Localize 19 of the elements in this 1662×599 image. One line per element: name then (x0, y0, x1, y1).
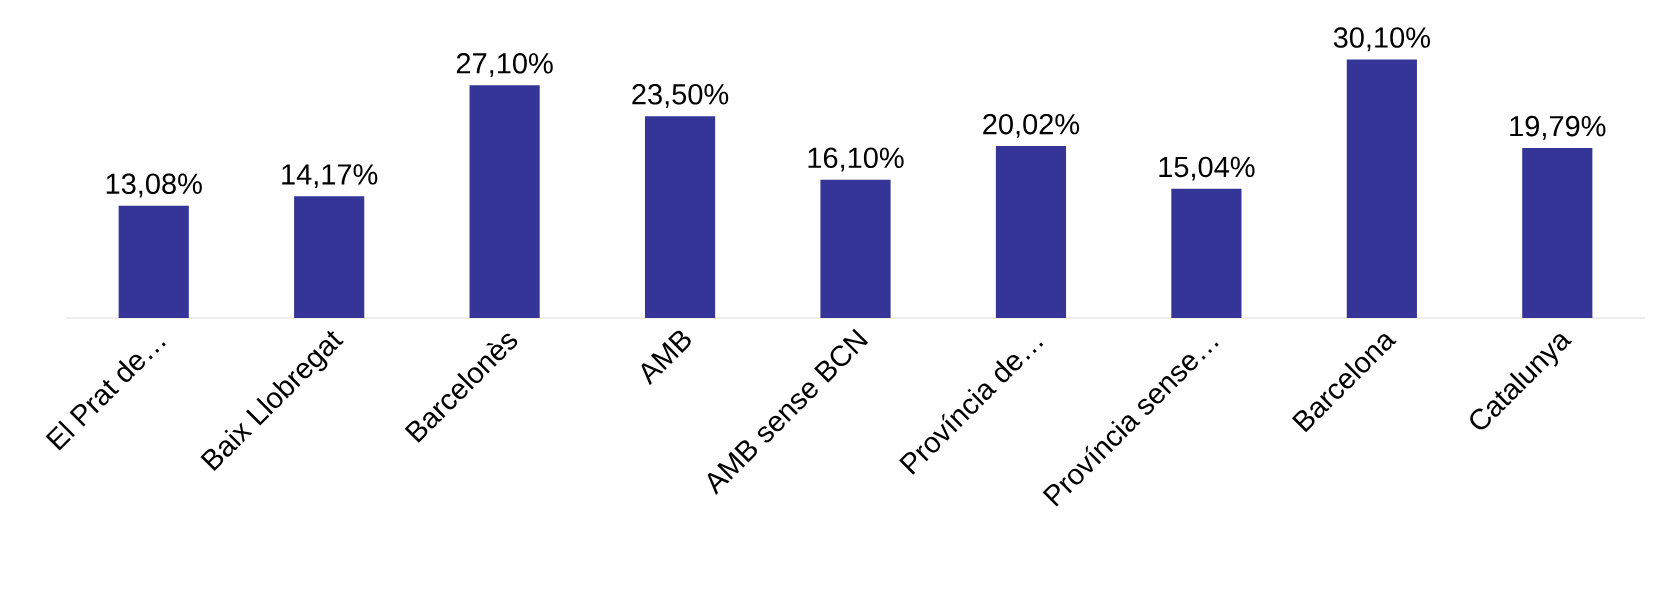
bar (1522, 148, 1593, 318)
data-label: 16,10% (808, 147, 904, 172)
data-label: 23,50% (632, 83, 729, 108)
bar (995, 146, 1067, 318)
bar (820, 179, 891, 318)
bar (294, 196, 365, 318)
bar (118, 205, 189, 318)
bar (1346, 59, 1417, 318)
data-label: 15,04% (1159, 156, 1255, 181)
bar (1171, 188, 1242, 318)
data-label: 13,08% (106, 173, 202, 198)
bar (469, 85, 540, 318)
bar (644, 116, 716, 318)
data-label: 30,10% (1333, 27, 1430, 52)
data-label: 19,79% (1510, 115, 1606, 140)
x-tick-label: El Prat de… (45, 342, 166, 451)
data-label: 20,02% (983, 113, 1080, 138)
data-label: 27,10% (456, 53, 553, 78)
data-label: 14,17% (282, 164, 378, 189)
